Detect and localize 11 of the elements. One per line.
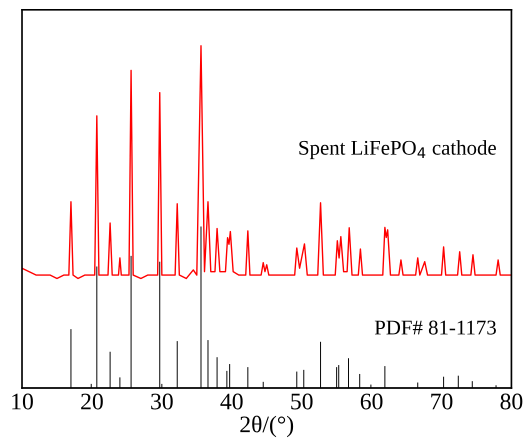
x-tick-label: 70 [431, 394, 452, 410]
x-tick-label: 50 [291, 394, 313, 410]
x-tick-label: 30 [151, 394, 173, 410]
x-axis-title: 2θ/(°) [240, 416, 294, 438]
x-tick-label: 80 [500, 394, 522, 410]
text: Spent LiFePO$_{4}$ cathode [299, 140, 496, 160]
x-tick-label: 60 [360, 394, 382, 410]
x-tick-label: 20 [81, 394, 103, 410]
x-tick-label: 40 [220, 394, 243, 410]
x-tick-label: 10 [12, 394, 33, 410]
series-label: PDF# 81-1173 [374, 320, 496, 335]
